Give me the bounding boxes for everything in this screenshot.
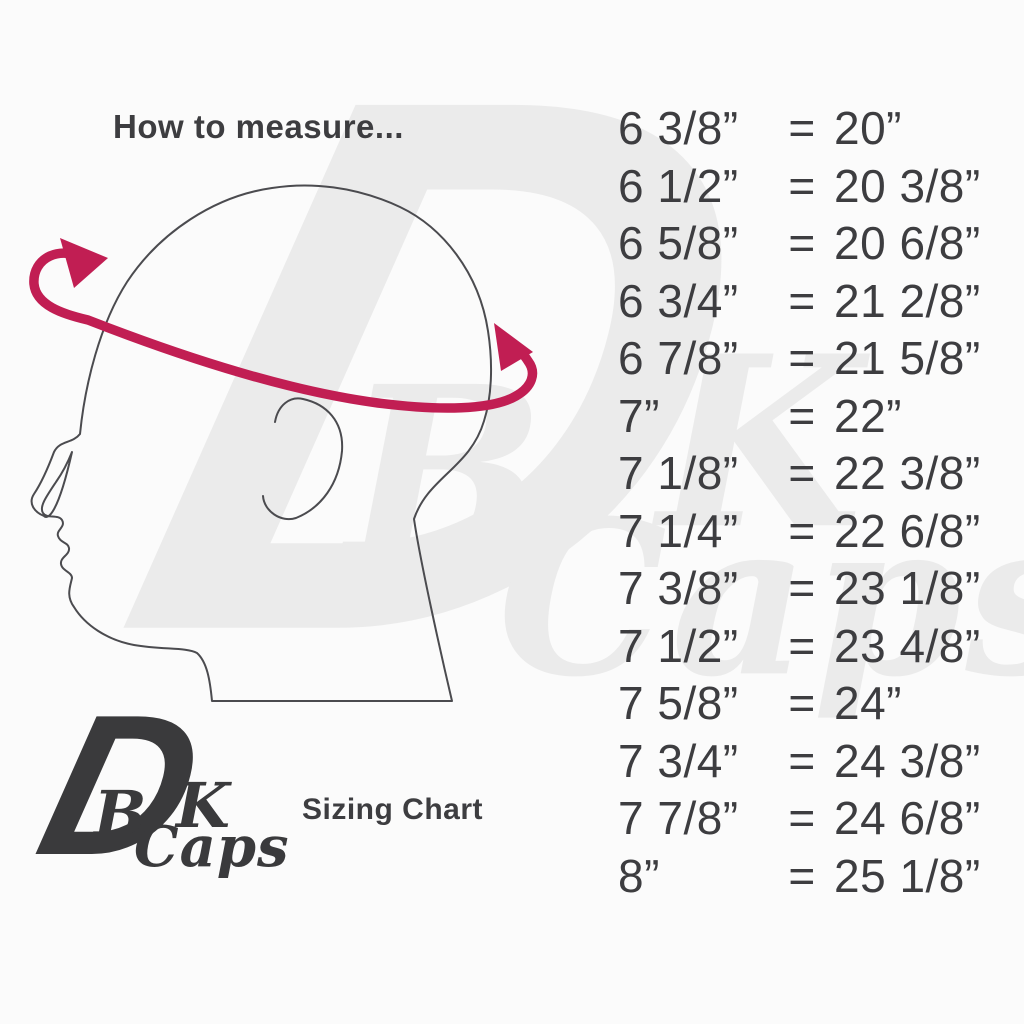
equals-sign: = bbox=[788, 217, 816, 269]
circumference-cell: 24” bbox=[834, 677, 902, 729]
equals-sign: = bbox=[788, 849, 816, 902]
circumference-cell: 20 3/8” bbox=[834, 159, 981, 212]
equals-sign: = bbox=[788, 562, 816, 614]
circumference-cell: 20” bbox=[834, 102, 902, 154]
table-row: 7 3/4” = 24 3/8” bbox=[618, 733, 1018, 791]
circumference-cell: 22” bbox=[834, 389, 902, 442]
circumference-cell: 22 6/8” bbox=[834, 504, 981, 557]
circumference-cell: 21 5/8” bbox=[834, 332, 981, 384]
equals-sign: = bbox=[788, 677, 816, 729]
circumference-cell: 24 6/8” bbox=[834, 792, 981, 844]
watermark-letter-k: K bbox=[657, 304, 863, 583]
hat-size-cell: 6 3/8” bbox=[618, 102, 739, 154]
hat-size-cell: 7 1/2” bbox=[618, 619, 739, 672]
table-row: 6 7/8” = 21 5/8” bbox=[618, 330, 1018, 388]
table-row: 7 5/8” = 24” bbox=[618, 675, 1018, 733]
equals-sign: = bbox=[788, 447, 816, 499]
circumference-cell: 24 3/8” bbox=[834, 734, 981, 787]
table-row: 7” = 22” bbox=[618, 388, 1018, 446]
hat-size-cell: 7 7/8” bbox=[618, 792, 739, 844]
table-row: 6 3/8” = 20” bbox=[618, 100, 1018, 158]
circumference-cell: 25 1/8” bbox=[834, 849, 981, 902]
hat-size-cell: 6 1/2” bbox=[618, 159, 739, 212]
table-row: 8” = 25 1/8” bbox=[618, 848, 1018, 906]
hat-size-cell: 6 3/4” bbox=[618, 274, 739, 327]
equals-sign: = bbox=[788, 619, 816, 672]
logo-word-caps: Caps bbox=[134, 814, 290, 880]
logo-letter-b: B bbox=[94, 777, 147, 850]
equals-sign: = bbox=[788, 792, 816, 844]
circumference-cell: 23 1/8” bbox=[834, 562, 981, 614]
table-row: 7 1/4” = 22 6/8” bbox=[618, 503, 1018, 561]
table-row: 7 1/8” = 22 3/8” bbox=[618, 445, 1018, 503]
circumference-cell: 22 3/8” bbox=[834, 447, 981, 499]
equals-sign: = bbox=[788, 332, 816, 384]
hat-size-cell: 7 1/4” bbox=[618, 504, 739, 557]
watermark-word-caps: Caps bbox=[497, 475, 1024, 727]
sizing-chart-title: Sizing Chart bbox=[302, 793, 484, 826]
circumference-cell: 23 4/8” bbox=[834, 619, 981, 672]
hat-size-cell: 7 5/8” bbox=[618, 677, 739, 729]
equals-sign: = bbox=[788, 102, 816, 154]
table-row: 6 3/4” = 21 2/8” bbox=[618, 273, 1018, 331]
circumference-cell: 20 6/8” bbox=[834, 217, 981, 269]
how-to-measure-title: How to measure... bbox=[113, 108, 404, 145]
size-conversion-table: 6 3/8” = 20” 6 1/2” = 20 3/8” 6 5/8” = 20 6/8”… bbox=[618, 100, 1018, 905]
hat-size-cell: 8” bbox=[618, 849, 660, 902]
table-row: 7 3/8” = 23 1/8” bbox=[618, 560, 1018, 618]
table-row: 7 1/2” = 23 4/8” bbox=[618, 618, 1018, 676]
equals-sign: = bbox=[788, 159, 816, 212]
hat-size-cell: 7” bbox=[618, 389, 660, 442]
table-row: 7 7/8” = 24 6/8” bbox=[618, 790, 1018, 848]
hat-size-cell: 7 1/8” bbox=[618, 447, 739, 499]
dbk-caps-logo: D B K Caps bbox=[21, 674, 288, 897]
equals-sign: = bbox=[788, 734, 816, 787]
hat-size-cell: 7 3/8” bbox=[618, 562, 739, 614]
equals-sign: = bbox=[788, 274, 816, 327]
hat-size-cell: 6 7/8” bbox=[618, 332, 739, 384]
table-row: 6 1/2” = 20 3/8” bbox=[618, 158, 1018, 216]
equals-sign: = bbox=[788, 504, 816, 557]
equals-sign: = bbox=[788, 389, 816, 442]
logo-letter-k: K bbox=[176, 769, 230, 842]
table-row: 6 5/8” = 20 6/8” bbox=[618, 215, 1018, 273]
circumference-cell: 21 2/8” bbox=[834, 274, 981, 327]
hat-size-cell: 7 3/4” bbox=[618, 734, 739, 787]
hat-size-cell: 6 5/8” bbox=[618, 217, 739, 269]
